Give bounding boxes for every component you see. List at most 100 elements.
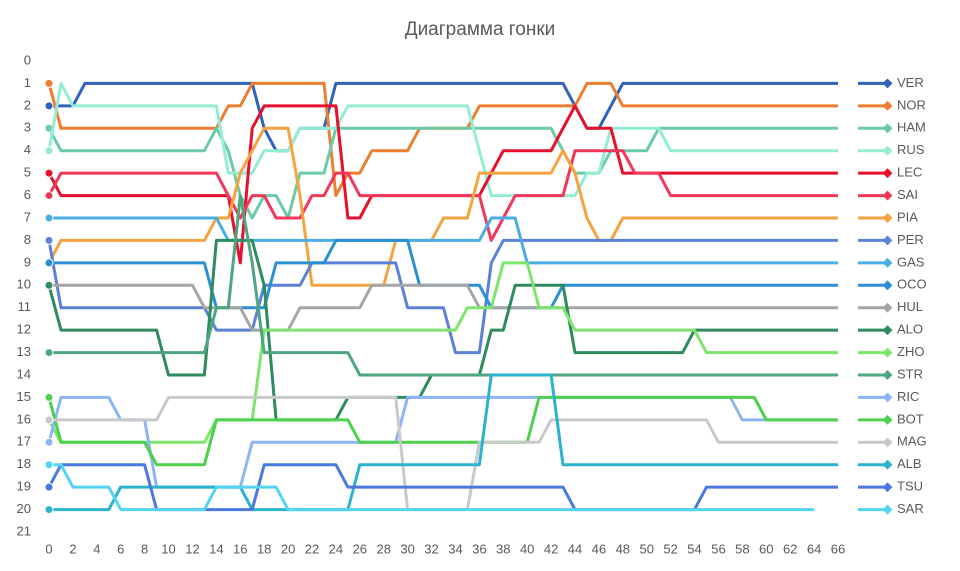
legend-label: PIA <box>897 209 918 224</box>
series-line <box>47 395 838 467</box>
x-tick-label: 28 <box>376 541 390 556</box>
legend-label: STR <box>897 366 923 381</box>
x-tick-label: 58 <box>735 541 749 556</box>
legend-label: MAG <box>897 434 927 449</box>
y-tick-label: 13 <box>17 344 31 359</box>
series-line <box>49 463 815 512</box>
legend-label: LEC <box>897 165 922 180</box>
start-marker <box>44 168 54 178</box>
series-line <box>47 126 838 287</box>
y-tick-label: 16 <box>17 411 31 426</box>
legend-marker <box>882 392 893 403</box>
y-tick-label: 20 <box>17 501 31 516</box>
chart-title: Диаграмма гонки <box>405 19 556 40</box>
legend-label: BOT <box>897 411 924 426</box>
start-marker <box>44 348 54 358</box>
x-tick-label: 6 <box>117 541 124 556</box>
y-tick-label: 14 <box>17 366 31 381</box>
series-line <box>49 373 838 512</box>
legend-label: TSU <box>897 479 923 494</box>
legend-marker <box>882 123 893 134</box>
start-marker <box>44 392 54 402</box>
x-tick-label: 54 <box>687 541 701 556</box>
legend-label: HAM <box>897 120 926 135</box>
x-tick-label: 34 <box>448 541 462 556</box>
start-marker <box>44 460 54 470</box>
x-tick-label: 64 <box>807 541 821 556</box>
series-line <box>47 238 838 355</box>
legend-label: HUL <box>897 299 923 314</box>
x-tick-label: 22 <box>305 541 319 556</box>
y-tick-label: 17 <box>17 434 31 449</box>
legend-marker <box>882 302 893 313</box>
x-tick-label: 26 <box>353 541 367 556</box>
x-tick-label: 48 <box>616 541 630 556</box>
start-marker <box>44 258 54 268</box>
start-marker <box>44 437 54 447</box>
legend-marker <box>882 145 893 156</box>
y-tick-label: 15 <box>17 389 31 404</box>
x-tick-label: 56 <box>711 541 725 556</box>
series-line <box>47 261 838 444</box>
start-marker <box>44 213 54 223</box>
legend-label: VER <box>897 75 924 90</box>
x-tick-label: 44 <box>568 541 582 556</box>
legend-marker <box>882 347 893 358</box>
legend-label: ALB <box>897 456 922 471</box>
series-line <box>47 81 838 198</box>
x-tick-label: 16 <box>233 541 247 556</box>
x-tick-label: 4 <box>93 541 100 556</box>
x-tick-label: 42 <box>544 541 558 556</box>
x-tick-label: 20 <box>281 541 295 556</box>
x-tick-label: 62 <box>783 541 797 556</box>
start-marker <box>44 101 54 111</box>
legend-label: RIC <box>897 389 919 404</box>
y-tick-label: 0 <box>24 52 31 67</box>
x-tick-label: 36 <box>472 541 486 556</box>
start-marker <box>44 235 54 245</box>
y-tick-label: 4 <box>24 142 31 157</box>
start-marker <box>44 415 54 425</box>
x-tick-label: 38 <box>496 541 510 556</box>
x-tick-label: 24 <box>329 541 343 556</box>
start-marker <box>44 78 54 88</box>
series-line <box>49 216 838 265</box>
x-tick-label: 0 <box>45 541 52 556</box>
x-tick-label: 60 <box>759 541 773 556</box>
y-tick-label: 12 <box>17 322 31 337</box>
legend-marker <box>882 280 893 291</box>
y-tick-label: 7 <box>24 209 31 224</box>
y-tick-label: 9 <box>24 254 31 269</box>
series-line <box>47 149 838 242</box>
legend-marker <box>882 257 893 268</box>
legend-label: ALO <box>897 322 923 337</box>
x-tick-label: 8 <box>141 541 148 556</box>
legend-marker <box>882 459 893 470</box>
legend-marker <box>882 235 893 246</box>
y-tick-label: 2 <box>24 97 31 112</box>
x-tick-label: 66 <box>831 541 845 556</box>
legend-label: NOR <box>897 97 926 112</box>
series-line <box>49 81 838 153</box>
legend-marker <box>882 370 893 380</box>
start-marker <box>44 280 54 290</box>
start-marker <box>44 482 54 492</box>
y-tick-label: 3 <box>24 120 31 135</box>
x-tick-label: 12 <box>185 541 199 556</box>
x-tick-label: 2 <box>69 541 76 556</box>
legend-marker <box>882 482 893 493</box>
y-tick-label: 10 <box>17 277 31 292</box>
legend-label: GAS <box>897 254 925 269</box>
legend-label: PER <box>897 232 924 247</box>
legend-label: ZHO <box>897 344 924 359</box>
y-tick-label: 18 <box>17 456 31 471</box>
legend-marker <box>882 437 893 448</box>
series-line <box>49 194 838 377</box>
legend-marker <box>882 168 893 179</box>
legend-marker <box>882 325 893 336</box>
legend-marker <box>882 504 893 515</box>
series-line <box>47 126 838 220</box>
legend-label: OCO <box>897 277 927 292</box>
x-tick-label: 18 <box>257 541 271 556</box>
